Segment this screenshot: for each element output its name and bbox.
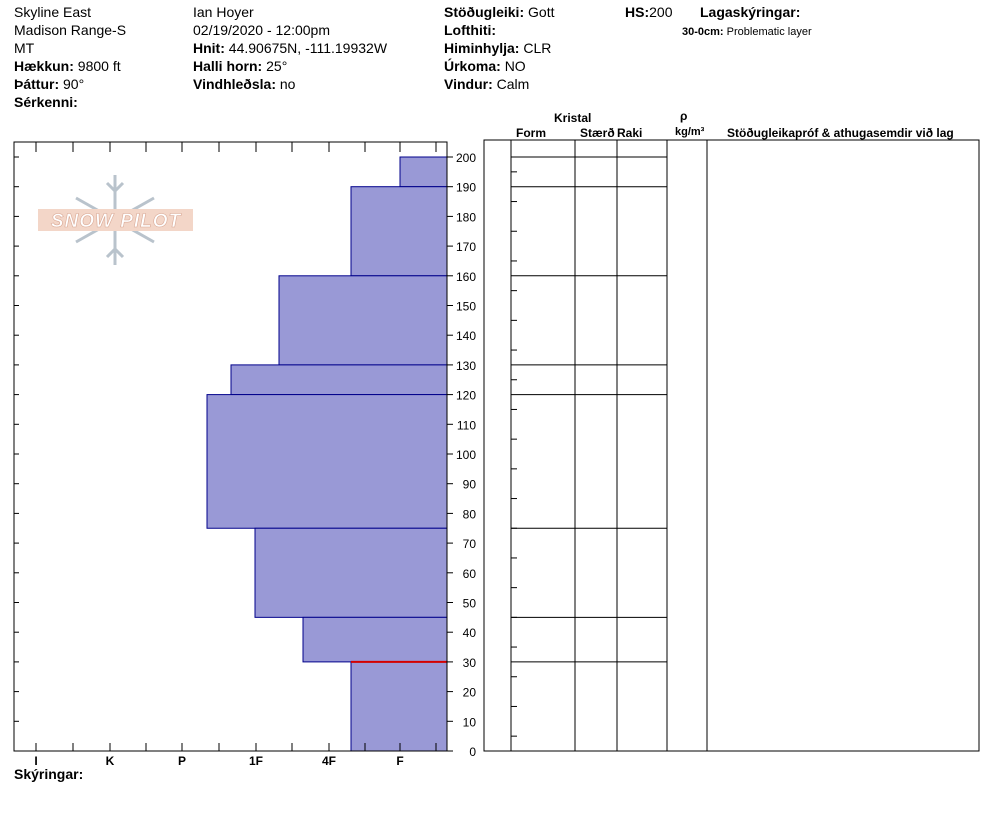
coords-row: Hnit: 44.90675N, -111.19932W xyxy=(193,40,387,56)
y-tick-label: 20 xyxy=(463,686,477,700)
wind-value: Calm xyxy=(496,76,530,92)
y-tick-label: 80 xyxy=(463,507,477,521)
y-tick-label: 40 xyxy=(463,626,477,640)
slope-value: 25° xyxy=(266,58,288,74)
y-tick-label: 130 xyxy=(456,359,476,373)
elevation-row: Hækkun: 9800 ft xyxy=(14,58,121,74)
col-header-moisture: Raki xyxy=(617,126,643,140)
snow-layer-bar xyxy=(302,616,448,663)
col-header-size: Stærð xyxy=(580,126,615,140)
wind-loading-value: no xyxy=(279,76,296,92)
hardness-tick-label: 1F xyxy=(249,754,263,768)
aspect-label: Þáttur: xyxy=(14,76,60,92)
hardness-tick-label: I xyxy=(34,754,37,768)
col-header-rho: ρ xyxy=(680,109,688,123)
y-tick-label: 180 xyxy=(456,210,476,224)
y-tick-label: 160 xyxy=(456,270,476,284)
coords-label: Hnit: xyxy=(193,40,225,56)
hardness-tick-label: P xyxy=(178,754,186,768)
slope-label: Halli horn: xyxy=(193,58,263,74)
snow-layer-bar xyxy=(399,156,448,188)
hs-row: HS:200 xyxy=(625,4,672,20)
layer-note: 30-0cm: Problematic layer xyxy=(682,24,812,40)
y-tick-label: 170 xyxy=(456,240,476,254)
watermark-text: SNOW PILOT xyxy=(51,211,182,232)
precip-label: Úrkoma: xyxy=(444,58,501,74)
hs-label: HS: xyxy=(625,4,650,20)
slope-row: Halli horn: 25° xyxy=(193,58,287,74)
y-tick-label: 190 xyxy=(456,181,476,195)
state-name: MT xyxy=(14,40,35,56)
snow-layer-bar xyxy=(350,661,448,752)
y-tick-label: 150 xyxy=(456,300,476,314)
y-tick-label: 10 xyxy=(463,715,477,729)
layer-note-text: Problematic layer xyxy=(726,26,812,38)
wind-loading-row: Vindhleðsla: no xyxy=(193,76,295,92)
wind-label: Vindur: xyxy=(444,76,493,92)
y-tick-label: 120 xyxy=(456,389,476,403)
sky-label: Himinhylja: xyxy=(444,40,520,56)
snow-layer-bar xyxy=(254,527,448,618)
hardness-tick-label: 4F xyxy=(322,754,336,768)
sky-value: CLR xyxy=(523,40,552,56)
location-name: Skyline East xyxy=(14,4,92,20)
features-label: Sérkenni: xyxy=(14,94,78,110)
snow-layer-bar xyxy=(230,364,448,396)
y-tick-label: 60 xyxy=(463,567,477,581)
col-header-form: Form xyxy=(516,126,546,140)
observation-datetime: 02/19/2020 - 12:00pm xyxy=(193,22,330,38)
y-tick-label: 100 xyxy=(456,448,476,462)
aspect-value: 90° xyxy=(63,76,85,92)
sky-row: Himinhylja: CLR xyxy=(444,40,551,56)
layer-notes-label: Lagaskýringar: xyxy=(700,4,801,20)
coords-value: 44.90675N, -111.19932W xyxy=(228,40,388,56)
snow-layer-bar xyxy=(350,186,448,277)
y-tick-label: 140 xyxy=(456,329,476,343)
precip-value: NO xyxy=(504,58,526,74)
stability-value: Gott xyxy=(528,4,555,20)
snowpilot-watermark: SNOW PILOT xyxy=(38,175,193,265)
y-tick-label: 30 xyxy=(463,656,477,670)
elevation-value: 9800 ft xyxy=(77,58,121,74)
elevation-label: Hækkun: xyxy=(14,58,74,74)
y-tick-label: 200 xyxy=(456,151,476,165)
notes-label: Skýringar: xyxy=(14,766,84,782)
stability-row: Stöðugleiki: Gott xyxy=(444,4,554,20)
range-name: Madison Range-S xyxy=(14,22,127,38)
y-tick-label: 0 xyxy=(469,745,476,759)
wind-row: Vindur: Calm xyxy=(444,76,529,92)
hardness-tick-label: K xyxy=(106,754,115,768)
air-temp-row: Lofthiti: xyxy=(444,22,496,38)
stability-label: Stöðugleiki: xyxy=(444,4,525,20)
y-tick-label: 70 xyxy=(463,537,477,551)
col-header-kristal: Kristal xyxy=(554,111,592,125)
precip-row: Úrkoma: NO xyxy=(444,58,526,74)
col-header-density-unit: kg/m³ xyxy=(675,126,705,138)
air-temp-label: Lofthiti: xyxy=(444,22,497,38)
y-tick-label: 110 xyxy=(457,418,476,432)
hs-value: 200 xyxy=(649,4,673,20)
y-tick-label: 90 xyxy=(463,478,477,492)
watermark-band xyxy=(38,209,193,231)
layer-table-frame xyxy=(483,139,980,752)
col-header-stability-tests: Stöðugleikapróf & athugasemdir við lag xyxy=(727,126,954,140)
aspect-row: Þáttur: 90° xyxy=(14,76,84,92)
wind-loading-label: Vindhleðsla: xyxy=(193,76,276,92)
snow-layer-bar xyxy=(206,394,448,529)
hardness-tick-label: F xyxy=(396,754,403,768)
y-tick-label: 50 xyxy=(463,597,477,611)
observer-name: Ian Hoyer xyxy=(193,4,254,20)
snow-layer-bar xyxy=(278,275,448,366)
layer-note-range: 30-0cm: xyxy=(682,26,724,38)
profile-frame xyxy=(13,141,448,752)
